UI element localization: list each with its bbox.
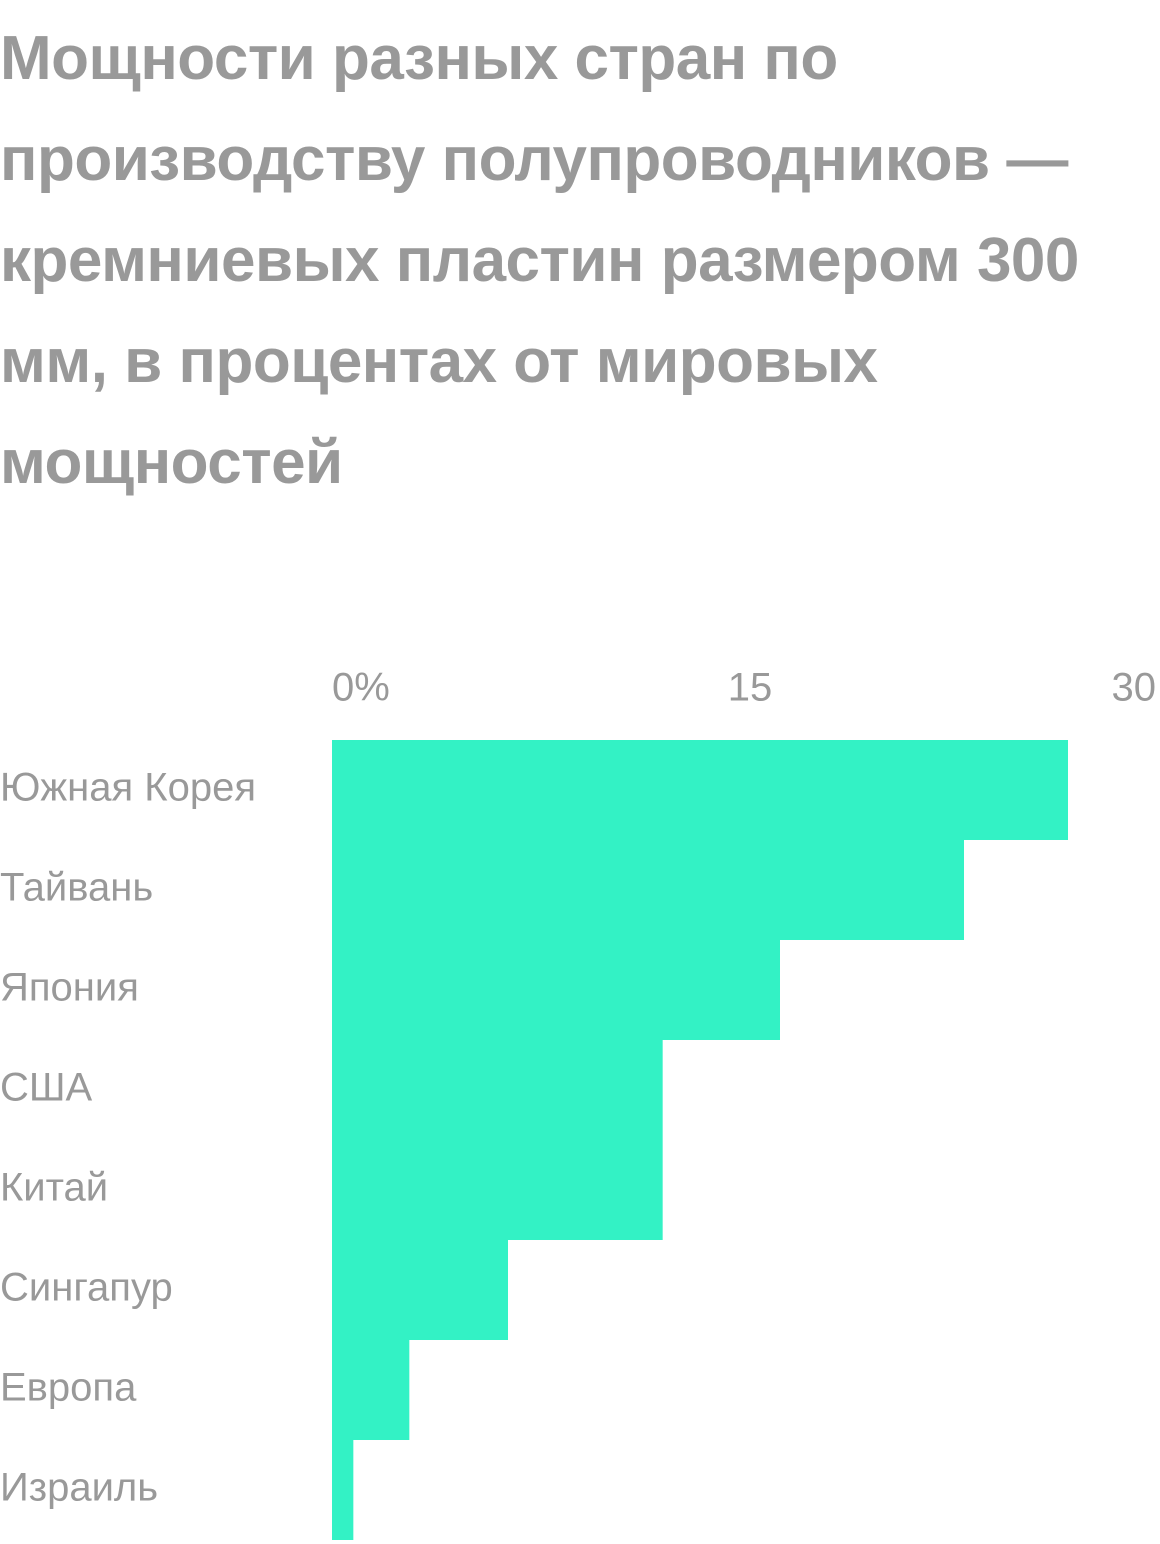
x-tick-label: 30: [1112, 666, 1157, 710]
chart-title: Мощности разных стран по производству по…: [0, 24, 1079, 497]
x-tick-label: 0%: [332, 666, 390, 710]
x-tick-label: 15: [728, 666, 773, 710]
bar: [332, 740, 1068, 840]
y-tick-label: Сингапур: [0, 1266, 173, 1310]
bar: [332, 1040, 663, 1140]
bar: [332, 1140, 663, 1240]
y-tick-label: Тайвань: [0, 866, 153, 910]
bar: [332, 840, 964, 940]
bar: [332, 1240, 508, 1340]
bar: [332, 1340, 410, 1440]
y-tick-label: Южная Корея: [0, 766, 256, 810]
y-tick-label: Европа: [0, 1366, 137, 1410]
y-tick-label: США: [0, 1066, 93, 1110]
y-tick-label: Китай: [0, 1166, 108, 1210]
y-tick-label: Израиль: [0, 1466, 158, 1510]
bar: [332, 1440, 354, 1540]
bar: [332, 940, 780, 1040]
y-tick-label: Япония: [0, 966, 139, 1010]
